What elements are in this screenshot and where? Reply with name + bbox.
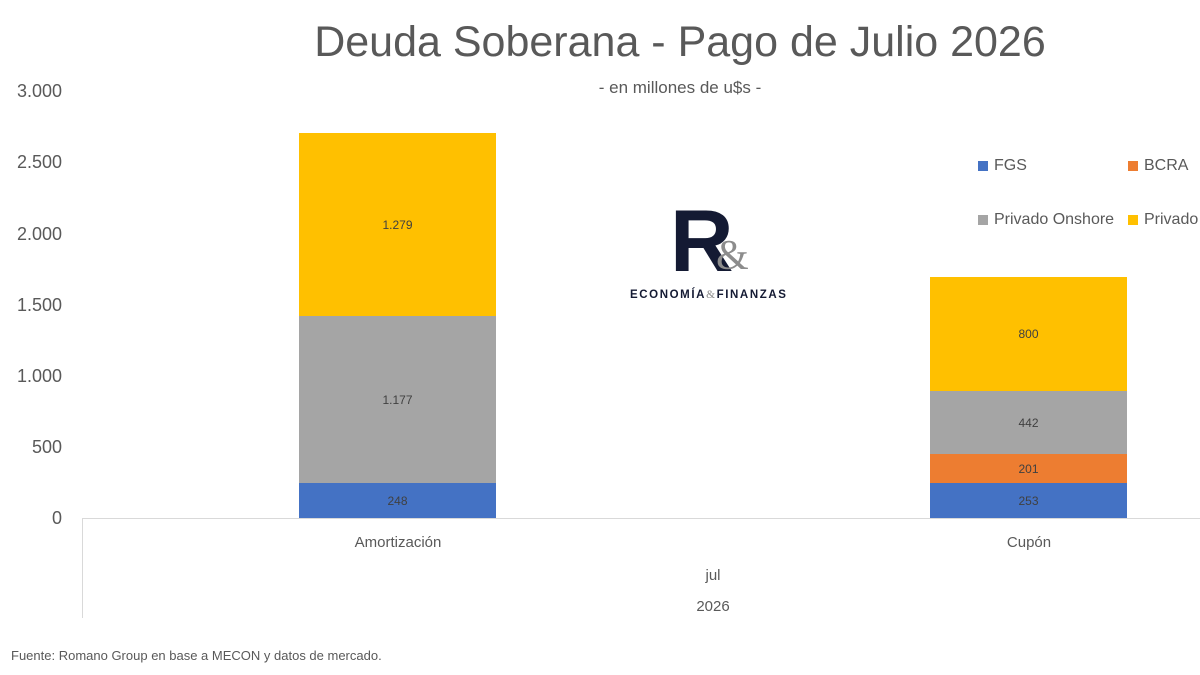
legend-label: BCRA: [1144, 157, 1189, 174]
data-label: 201: [1018, 461, 1039, 476]
legend-swatch-fgs: [978, 161, 988, 171]
y-tick-500: 500: [31, 437, 62, 457]
y-tick-1500: 1.500: [16, 295, 62, 315]
x-group-year: 2026: [696, 598, 730, 615]
bar-cupon: 800 442 201 253: [930, 277, 1127, 518]
data-label: 800: [1018, 327, 1039, 341]
y-tick-3000: 3.000: [16, 81, 62, 101]
legend-swatch-privado-onshore: [978, 215, 988, 225]
y-tick-0: 0: [51, 508, 62, 528]
brand-logo: R & ECONOMÍA&FINANZAS: [628, 197, 786, 305]
legend-label: FGS: [994, 157, 1027, 174]
x-axis-group-divider: [82, 518, 83, 618]
x-group-month: jul: [705, 567, 721, 584]
logo-text-right: FINANZAS: [716, 289, 788, 301]
chart-subtitle: - en millones de u$s -: [598, 78, 762, 97]
segment-privado: 1.279: [299, 133, 496, 316]
legend-item-privado: Privado: [1128, 211, 1198, 229]
data-label: 248: [387, 493, 408, 508]
legend-item-fgs: FGS: [978, 157, 1027, 175]
chart-title: Deuda Soberana - Pago de Julio 2026: [314, 18, 1046, 66]
logo-text-amp: &: [706, 289, 717, 301]
data-label: 1.279: [382, 217, 413, 232]
segment-fgs: 248: [299, 483, 496, 518]
data-label: 442: [1018, 415, 1039, 430]
segment-fgs: 253: [930, 483, 1127, 518]
data-label: 1.177: [382, 392, 413, 407]
segment-bcra: 201: [930, 454, 1127, 483]
logo-text-left: ECONOMÍA: [630, 289, 707, 301]
legend-label: Privado Onshore: [994, 211, 1115, 228]
y-tick-2500: 2.500: [16, 152, 62, 172]
x-category-cupon: Cupón: [1006, 534, 1052, 551]
y-tick-1000: 1.000: [16, 366, 62, 386]
logo-ampersand-icon: &: [716, 233, 749, 279]
y-tick-2000: 2.000: [16, 224, 62, 244]
segment-privado: 800: [930, 277, 1127, 391]
bar-amortizacion: 1.279 1.177 248: [299, 133, 496, 518]
logo-wordmark: ECONOMÍA&FINANZAS: [630, 289, 788, 301]
legend-label: Privado: [1144, 211, 1199, 228]
x-axis-line: [82, 518, 1200, 519]
legend-swatch-bcra: [1128, 161, 1138, 171]
segment-privado-onshore: 1.177: [299, 316, 496, 483]
data-label: 253: [1018, 493, 1039, 508]
source-note: Fuente: Romano Group en base a MECON y d…: [11, 648, 382, 663]
legend-item-bcra: BCRA: [1128, 157, 1188, 175]
legend-item-privado-onshore: Privado Onshore: [978, 211, 1114, 229]
segment-privado-onshore: 442: [930, 391, 1127, 454]
legend-swatch-privado: [1128, 215, 1138, 225]
logo-letter: R: [670, 191, 734, 290]
x-category-amortizacion: Amortización: [354, 534, 442, 551]
